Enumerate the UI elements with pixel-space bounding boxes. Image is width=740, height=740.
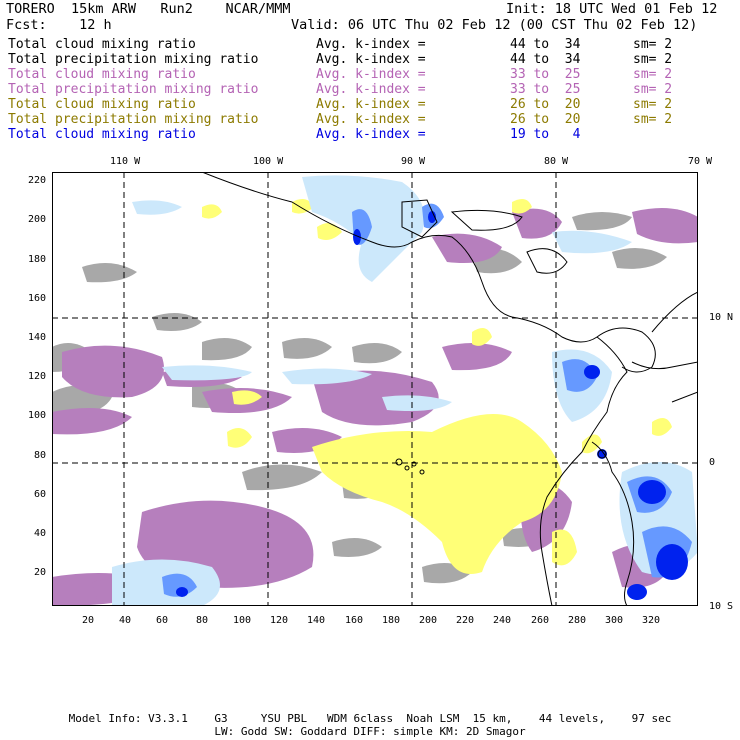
legend-row: Total cloud mixing ratio Avg. k-index = … (8, 37, 708, 52)
y-tick-label: 160 (28, 293, 47, 304)
legend-sm: sm= 2 (633, 112, 673, 127)
lat-label: 10 S (709, 601, 734, 612)
x-tick-label: 180 (382, 615, 401, 626)
dark-blue-cloud-cores (176, 211, 688, 600)
legend-field: Total cloud mixing ratio (8, 127, 196, 142)
y-tick-label: 140 (28, 332, 47, 343)
y-tick-label: 40 (34, 528, 47, 539)
legend-range: 19 to 4 (510, 127, 581, 142)
legend-range: 44 to 34 (510, 52, 581, 67)
x-tick-label: 160 (345, 615, 364, 626)
legend-field: Total cloud mixing ratio (8, 67, 196, 82)
lon-label: 80 W (544, 156, 569, 167)
legend-sm: sm= 2 (633, 67, 673, 82)
y-tick-label: 80 (34, 450, 47, 461)
legend-row: Total precipitation mixing ratio Avg. k-… (8, 112, 708, 127)
x-tick-label: 120 (270, 615, 289, 626)
legend-stat: Avg. k-index = (316, 82, 426, 97)
lat-label: 0 (709, 457, 716, 468)
legend-sm: sm= 2 (633, 82, 673, 97)
lon-label: 70 W (688, 156, 713, 167)
x-tick-label: 140 (307, 615, 326, 626)
y-tick-label: 220 (28, 175, 47, 186)
legend-field: Total cloud mixing ratio (8, 97, 196, 112)
init-time: Init: 18 UTC Wed 01 Feb 12 (506, 1, 718, 17)
x-tick-label: 320 (642, 615, 661, 626)
legend-row: Total precipitation mixing ratio Avg. k-… (8, 82, 708, 97)
y-tick-label: 200 (28, 214, 47, 225)
x-tick-label: 100 (233, 615, 252, 626)
forecast-map (52, 172, 698, 606)
legend-field: Total cloud mixing ratio (8, 37, 196, 52)
legend-field: Total precipitation mixing ratio (8, 112, 259, 127)
x-tick-label: 220 (456, 615, 475, 626)
legend-stat: Avg. k-index = (316, 97, 426, 112)
legend-row: Total cloud mixing ratio Avg. k-index = … (8, 67, 708, 82)
model-run-title: TORERO 15km ARW Run2 NCAR/MMM (6, 1, 291, 17)
forecast-hour: Fcst: 12 h (6, 17, 112, 33)
legend-range: 33 to 25 (510, 82, 581, 97)
x-tick-label: 200 (419, 615, 438, 626)
x-tick-label: 240 (493, 615, 512, 626)
lat-lon-grid (52, 172, 698, 606)
legend-stat: Avg. k-index = (316, 52, 426, 67)
x-tick-label: 40 (119, 615, 132, 626)
y-tick-label: 120 (28, 371, 47, 382)
model-info-line2: LW: Godd SW: Goddard DIFF: simple KM: 2D… (214, 725, 526, 738)
x-tick-label: 60 (156, 615, 169, 626)
legend-stat: Avg. k-index = (316, 67, 426, 82)
lat-label: 10 N (709, 312, 734, 323)
legend-range: 26 to 20 (510, 112, 581, 127)
legend-stat: Avg. k-index = (316, 112, 426, 127)
legend-row: Total cloud mixing ratio Avg. k-index = … (8, 127, 708, 142)
x-tick-label: 20 (82, 615, 95, 626)
legend-field: Total precipitation mixing ratio (8, 82, 259, 97)
legend-row: Total cloud mixing ratio Avg. k-index = … (8, 97, 708, 112)
legend-field: Total precipitation mixing ratio (8, 52, 259, 67)
legend-range: 26 to 20 (510, 97, 581, 112)
legend-range: 33 to 25 (510, 67, 581, 82)
legend-stat: Avg. k-index = (316, 127, 426, 142)
yellow-cloud-field (202, 198, 672, 574)
lon-label: 110 W (110, 156, 141, 167)
lon-label: 100 W (253, 156, 284, 167)
model-info-line1: Model Info: V3.3.1 G3 YSU PBL WDM 6class… (68, 712, 672, 725)
coastlines (201, 172, 698, 606)
x-tick-label: 80 (196, 615, 209, 626)
map-frame (52, 172, 698, 606)
legend-sm: sm= 2 (633, 37, 673, 52)
x-tick-label: 260 (531, 615, 550, 626)
lon-label: 90 W (401, 156, 426, 167)
x-tick-label: 280 (568, 615, 587, 626)
y-tick-label: 180 (28, 254, 47, 265)
y-tick-label: 60 (34, 489, 47, 500)
legend-stat: Avg. k-index = (316, 37, 426, 52)
legend-range: 44 to 34 (510, 37, 581, 52)
y-tick-label: 20 (34, 567, 47, 578)
legend-sm: sm= 2 (633, 52, 673, 67)
legend-sm: sm= 2 (633, 97, 673, 112)
legend-row: Total precipitation mixing ratio Avg. k-… (8, 52, 708, 67)
valid-time: Valid: 06 UTC Thu 02 Feb 12 (00 CST Thu … (291, 17, 698, 33)
y-tick-label: 100 (28, 410, 47, 421)
x-tick-label: 300 (605, 615, 624, 626)
